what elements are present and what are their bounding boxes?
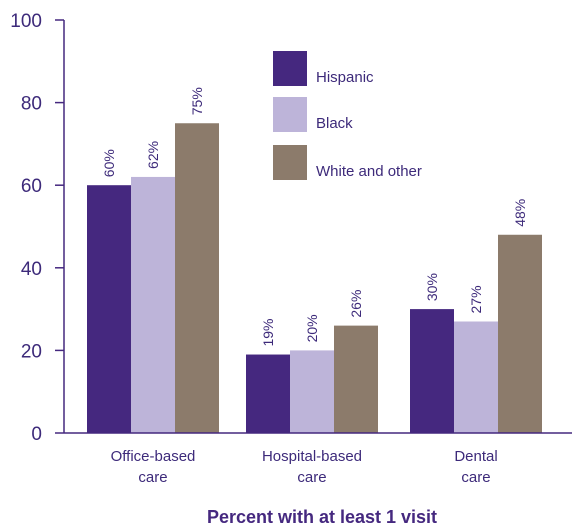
legend-label: Black xyxy=(316,115,353,132)
y-tick-label: 0 xyxy=(31,424,42,445)
data-label: 19% xyxy=(260,318,276,346)
legend-swatch xyxy=(273,97,307,132)
data-label: 20% xyxy=(304,314,320,342)
x-tick-label: Hospital-based care xyxy=(262,448,362,486)
legend-swatch xyxy=(273,51,307,86)
bar-hispanic xyxy=(87,185,131,433)
data-label: 75% xyxy=(189,87,205,115)
bar-black xyxy=(131,176,175,433)
data-label: 26% xyxy=(348,290,364,318)
data-label: 27% xyxy=(468,285,484,313)
x-axis-title: Percent with at least 1 visit xyxy=(207,507,437,525)
data-label: 60% xyxy=(101,149,117,177)
bar-white-and-other xyxy=(334,325,378,433)
data-label: 48% xyxy=(512,199,528,227)
bar-hispanic xyxy=(410,309,454,433)
bars xyxy=(87,123,542,433)
data-label: 62% xyxy=(145,141,161,169)
y-tick-label: 40 xyxy=(21,259,42,280)
x-axis: Office-based care Hospital-based care Dental… xyxy=(64,432,572,486)
bar-black xyxy=(454,321,498,433)
y-tick-label: 80 xyxy=(21,94,42,115)
bar-white-and-other xyxy=(175,123,219,433)
y-axis: 0 20 40 60 80 100 xyxy=(10,11,65,445)
legend-label: Hispanic xyxy=(316,69,374,86)
bar-hispanic xyxy=(246,354,290,433)
y-tick-label: 100 xyxy=(10,11,42,32)
data-label: 30% xyxy=(424,273,440,301)
legend-label: White and other xyxy=(316,163,422,180)
legend: Hispanic Black White and other xyxy=(273,51,422,180)
bar-black xyxy=(290,350,334,433)
legend-swatch xyxy=(273,145,307,180)
data-labels: 60% 62% 75% 19% 20% 26% 30% 27% 48% xyxy=(101,87,528,346)
bar-white-and-other xyxy=(498,234,542,433)
y-tick-label: 60 xyxy=(21,176,42,197)
x-tick-label: Dental care xyxy=(454,448,497,486)
x-tick-label: Office-based care xyxy=(111,448,196,486)
y-tick-label: 20 xyxy=(21,341,42,362)
